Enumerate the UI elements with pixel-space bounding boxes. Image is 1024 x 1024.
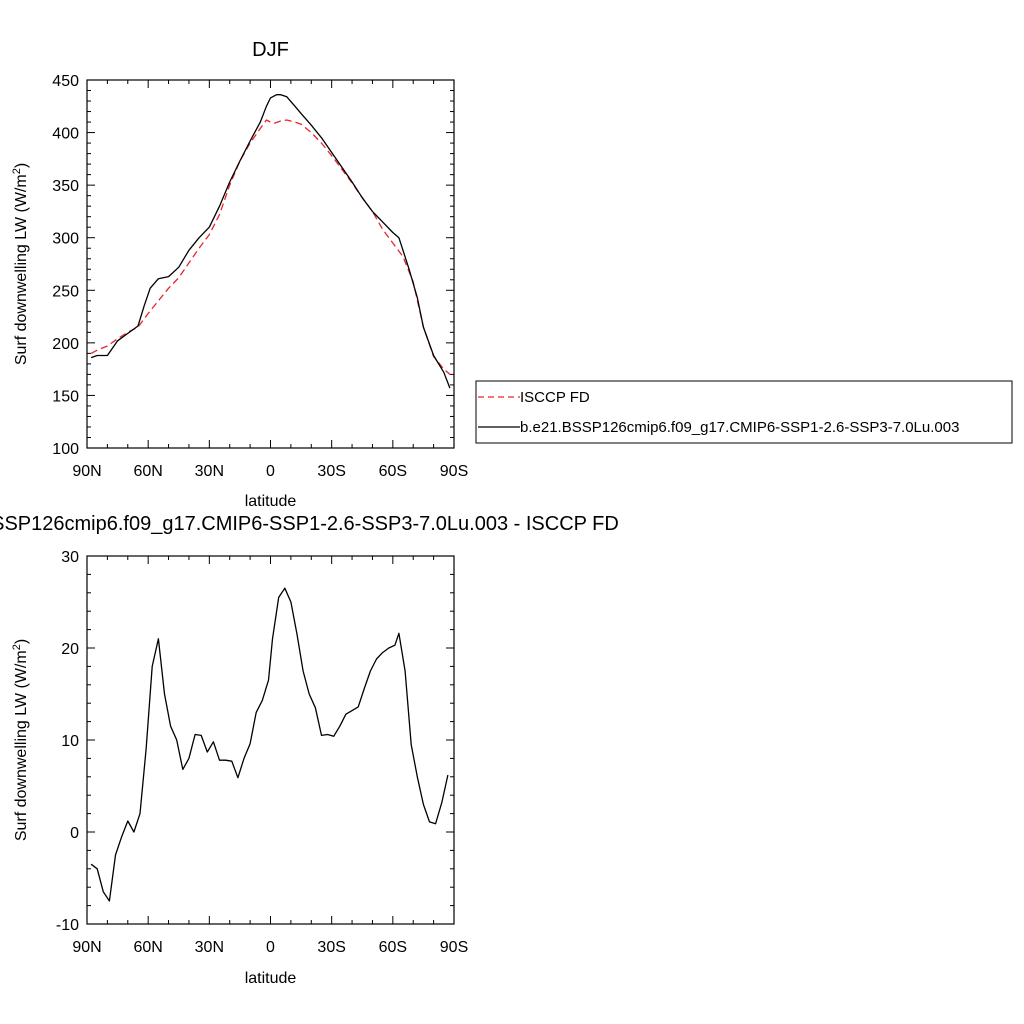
y-axis-label: Surf downwelling LW (W/m2): [11, 163, 30, 365]
y-tick-label: 20: [61, 641, 79, 658]
x-tick-label: 60N: [133, 939, 162, 956]
series-line-0: [90, 119, 451, 375]
y-tick-label: 350: [52, 178, 79, 195]
x-tick-label: 30N: [195, 939, 224, 956]
x-tick-label: 90N: [72, 939, 101, 956]
y-tick-label: 100: [52, 441, 79, 458]
plot-frame: [86, 79, 455, 449]
series-line-0: [90, 587, 449, 902]
x-axis-label: latitude: [245, 970, 297, 987]
y-tick-label: 10: [61, 733, 79, 750]
x-tick-label: 60N: [133, 463, 162, 480]
x-tick-label: 30N: [195, 463, 224, 480]
x-tick-label: 0: [266, 939, 275, 956]
x-axis-label: latitude: [245, 493, 297, 510]
y-axis-label-superscript: 2: [11, 168, 23, 174]
y-axis-label-main: Surf downwelling LW (W/m: [13, 174, 30, 365]
y-tick-label: 450: [52, 73, 79, 90]
series-line-1: [90, 94, 451, 389]
x-tick-label: 30S: [317, 939, 345, 956]
x-tick-label: 60S: [379, 939, 407, 956]
legend-label-model: b.e21.BSSP126cmip6.f09_g17.CMIP6-SSP1-2.…: [520, 419, 959, 436]
chart-title: b.e21.BSSP126cmip6.f09_g17.CMIP6-SSP1-2.…: [0, 513, 619, 535]
y-axis-label-superscript: 2: [11, 644, 23, 650]
x-tick-label: 60S: [379, 463, 407, 480]
x-tick-label: 90S: [440, 939, 468, 956]
y-axis-label-main: Surf downwelling LW (W/m: [13, 650, 30, 841]
x-tick-label: 0: [266, 463, 275, 480]
plot-frame: [86, 555, 455, 925]
y-axis-label-close: ): [13, 163, 30, 168]
y-axis-label-close: ): [13, 639, 30, 644]
y-axis-label: Surf downwelling LW (W/m2): [11, 639, 30, 841]
y-tick-label: 200: [52, 336, 79, 353]
y-tick-label: 30: [61, 549, 79, 566]
legend-box: [475, 380, 1013, 444]
legend-label-isccp: ISCCP FD: [520, 389, 590, 406]
y-tick-label: 0: [70, 825, 79, 842]
x-tick-label: 30S: [317, 463, 345, 480]
chart-top-djf: DJF latitude Surf downwelling LW (W/m2) …: [11, 39, 468, 510]
chart-bottom-difference: b.e21.BSSP126cmip6.f09_g17.CMIP6-SSP1-2.…: [0, 513, 619, 987]
y-tick-label: 250: [52, 283, 79, 300]
chart-legend: ISCCP FD b.e21.BSSP126cmip6.f09_g17.CMIP…: [475, 380, 1013, 444]
x-tick-label: 90S: [440, 463, 468, 480]
x-tick-label: 90N: [72, 463, 101, 480]
chart-title: DJF: [252, 39, 289, 61]
y-tick-label: -10: [56, 917, 79, 934]
y-tick-label: 400: [52, 126, 79, 143]
y-tick-label: 300: [52, 231, 79, 248]
y-tick-label: 150: [52, 388, 79, 405]
